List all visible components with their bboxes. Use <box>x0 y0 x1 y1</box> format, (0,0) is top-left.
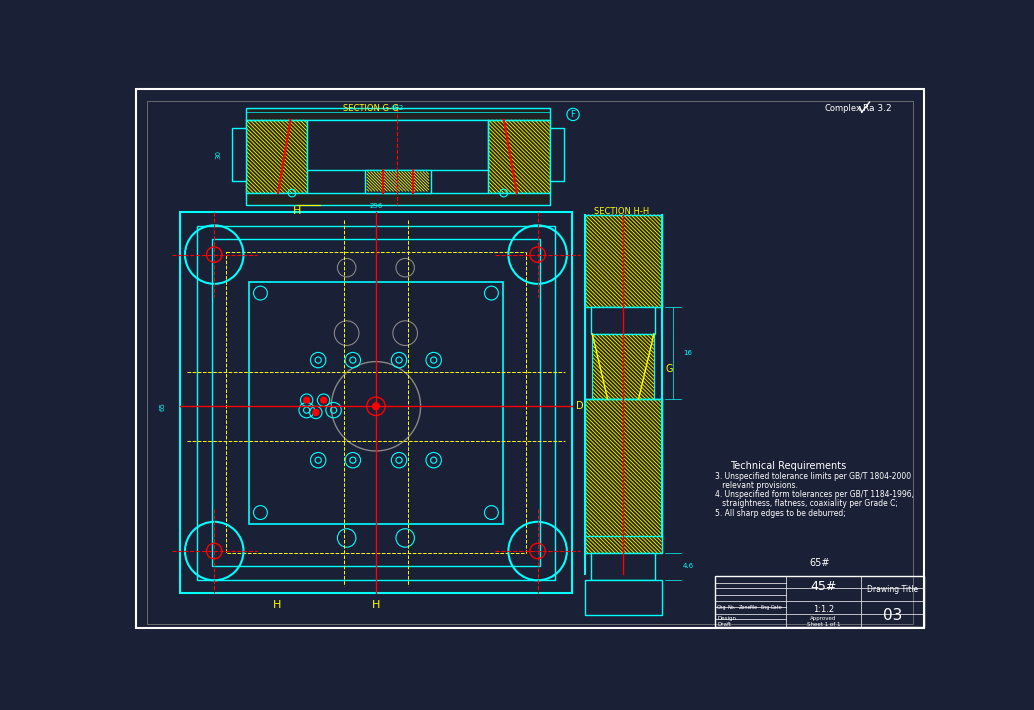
Bar <box>584 214 662 307</box>
Text: 5. All sharp edges to be deburred;: 5. All sharp edges to be deburred; <box>716 508 846 518</box>
Bar <box>365 170 430 193</box>
Bar <box>590 553 656 580</box>
Text: 16: 16 <box>683 350 692 356</box>
Text: 3. Unspecified tolerance limits per GB/T 1804-2000: 3. Unspecified tolerance limits per GB/T… <box>716 471 912 481</box>
Text: Approved: Approved <box>810 616 837 621</box>
Text: Design: Design <box>717 616 736 621</box>
Bar <box>246 120 307 193</box>
Bar <box>584 214 662 307</box>
Bar <box>232 128 246 182</box>
Text: H: H <box>294 206 302 216</box>
Text: Chg: Chg <box>717 605 727 610</box>
Text: 1:1.2: 1:1.2 <box>813 605 833 614</box>
Text: Date: Date <box>771 605 783 610</box>
Bar <box>249 282 503 524</box>
Circle shape <box>373 403 379 410</box>
Text: 03: 03 <box>883 608 903 623</box>
Bar <box>225 252 526 553</box>
Circle shape <box>304 397 310 403</box>
Text: H: H <box>372 599 381 610</box>
Bar <box>212 239 540 567</box>
Bar <box>584 399 662 553</box>
Bar <box>550 128 564 182</box>
Text: F: F <box>571 110 576 119</box>
Bar <box>307 120 488 170</box>
Text: Complex: Complex <box>825 104 861 114</box>
Text: File: File <box>750 605 758 610</box>
Text: D: D <box>576 401 584 411</box>
Text: SECTION G-G: SECTION G-G <box>342 104 398 113</box>
Text: Technical Requirements: Technical Requirements <box>730 461 847 471</box>
Text: 296: 296 <box>369 203 383 209</box>
Text: 30: 30 <box>216 150 222 159</box>
Text: straightness, flatness, coaxiality per Grade C;: straightness, flatness, coaxiality per G… <box>716 499 899 508</box>
Bar <box>367 171 429 192</box>
Text: 402: 402 <box>391 104 404 111</box>
Bar <box>180 212 572 594</box>
Text: SECTION H-H: SECTION H-H <box>594 207 649 216</box>
Text: H: H <box>273 599 281 610</box>
Text: 65: 65 <box>159 402 165 410</box>
Bar <box>196 226 555 579</box>
Text: Ra 3.2: Ra 3.2 <box>863 104 892 114</box>
Text: No.: No. <box>728 605 736 610</box>
Text: 45#: 45# <box>810 580 837 594</box>
Text: 65#: 65# <box>810 558 829 568</box>
Bar <box>246 109 550 120</box>
Text: G: G <box>666 364 673 373</box>
Bar <box>584 399 662 553</box>
Bar <box>584 580 662 615</box>
Text: Draft: Draft <box>717 622 731 627</box>
Bar <box>246 193 550 204</box>
Text: relevant provisions.: relevant provisions. <box>716 481 798 490</box>
Bar <box>488 120 550 193</box>
Bar <box>488 120 550 193</box>
Bar <box>592 334 653 399</box>
Bar <box>246 120 307 193</box>
Bar <box>590 307 656 334</box>
Text: 4.6: 4.6 <box>683 564 694 569</box>
Bar <box>714 576 924 627</box>
Text: Sheet 1 of 1: Sheet 1 of 1 <box>807 622 840 627</box>
Text: 4. Unspecified form tolerances per GB/T 1184-1996,: 4. Unspecified form tolerances per GB/T … <box>716 490 914 499</box>
Text: Eng: Eng <box>760 605 769 610</box>
Text: Drawing Title: Drawing Title <box>868 585 918 594</box>
Circle shape <box>321 397 327 403</box>
Text: Zone: Zone <box>738 605 751 610</box>
Bar <box>592 334 653 399</box>
Circle shape <box>313 410 318 415</box>
